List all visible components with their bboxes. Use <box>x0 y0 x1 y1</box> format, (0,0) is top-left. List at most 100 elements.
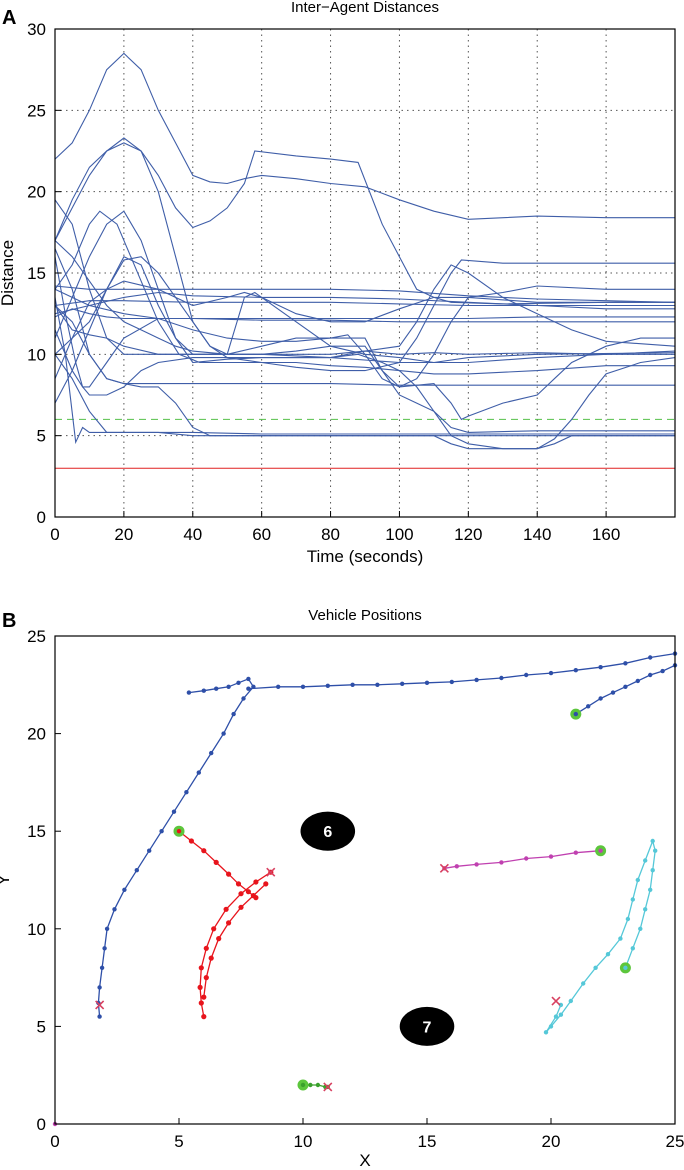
y-tick-label: 30 <box>27 20 46 39</box>
cyan-vehicle-point <box>630 946 635 951</box>
red-vehicle-2-point <box>198 1000 204 1006</box>
y-tick-label: 25 <box>27 101 46 120</box>
blue-vehicle-3-point <box>598 696 603 701</box>
blue-vehicle-1-end-marker <box>95 1000 105 1010</box>
blue-vehicle-1-point <box>214 686 219 691</box>
cyan-vehicle-path <box>545 838 656 1033</box>
panel-b-letter: B <box>2 610 16 632</box>
x-tick-label: 160 <box>592 525 620 544</box>
blue-vehicle-1-point <box>147 848 152 853</box>
red-vehicle-2-point <box>198 965 204 971</box>
series-d17 <box>54 255 675 404</box>
red-vehicle-1-point <box>201 848 207 854</box>
blue-vehicle-2-point <box>598 665 603 670</box>
chart-a-y-ticks: 0 5 10 15 20 25 30 <box>27 20 61 527</box>
chart-a-thresholds <box>55 418 675 469</box>
cyan-vehicle-start-dot <box>623 965 628 971</box>
cyan-vehicle-point <box>635 877 640 883</box>
blue-vehicle-1-point <box>209 750 214 756</box>
blue-vehicle-2-point <box>350 682 355 687</box>
series-d8 <box>54 285 676 303</box>
series-d15 <box>54 280 675 379</box>
blue-vehicle-1-point <box>186 690 192 695</box>
red-vehicle-3-path <box>203 883 267 998</box>
red-vehicle-3-point <box>226 920 232 926</box>
magenta-vehicle-path <box>444 850 601 869</box>
cyan-vehicle-point <box>648 887 653 892</box>
chart-b-x-label: X <box>359 1151 370 1170</box>
cyan-vehicle-point <box>638 926 643 931</box>
y-tick-label: 20 <box>27 725 46 744</box>
obstacle-6 <box>300 811 356 851</box>
y-tick-label: 5 <box>37 427 46 446</box>
x-tick-label: 20 <box>114 525 133 544</box>
blue-vehicle-2-point <box>548 670 554 676</box>
red-vehicle-3-point <box>201 994 207 1000</box>
blue-vehicle-1-point <box>112 907 117 912</box>
x-tick-label: 25 <box>666 1132 684 1151</box>
red-vehicle-1-point <box>188 838 194 844</box>
series-d16 <box>54 291 676 364</box>
red-vehicle-2-point <box>238 891 244 897</box>
chart-b-trajectories <box>52 651 678 1127</box>
y-tick-label: 0 <box>37 508 46 527</box>
series-d22 <box>54 316 675 388</box>
series-d11 <box>54 308 675 323</box>
red-vehicle-3-point <box>208 955 214 961</box>
red-vehicle-3-point <box>216 936 222 942</box>
blue-vehicle-1-point <box>221 731 226 736</box>
cyan-vehicle-point <box>625 916 631 922</box>
chart-a-frame <box>54 28 676 518</box>
magenta-vehicle-end-marker <box>439 863 449 873</box>
obstacle-7 <box>399 1006 455 1046</box>
cyan-vehicle-point <box>593 965 598 970</box>
cyan-vehicle-point <box>650 868 655 873</box>
x-tick-label: 20 <box>542 1132 561 1151</box>
red-vehicle-2-point <box>197 984 203 991</box>
cyan-vehicle-point <box>643 907 648 912</box>
y-tick-label: 20 <box>27 183 46 202</box>
blue-vehicle-2-point <box>424 680 430 685</box>
cyan-vehicle-point <box>618 936 623 941</box>
magenta-vehicle-point <box>454 864 459 869</box>
y-tick-label: 15 <box>27 264 46 283</box>
blue-vehicle-2-point <box>474 677 479 683</box>
red-vehicle-2-point <box>203 945 209 951</box>
blue-vehicle-2-point <box>325 683 330 688</box>
red-vehicle-3-point <box>263 881 269 887</box>
blue-vehicle-1-point <box>246 676 251 682</box>
chart-a-x-label: Time (seconds) <box>307 547 424 566</box>
blue-vehicle-3-path <box>575 664 676 715</box>
cyan-vehicle-point <box>605 952 611 957</box>
series-d3 <box>54 142 675 355</box>
y-tick-label: 15 <box>27 822 46 841</box>
series-d1 <box>54 52 675 220</box>
blue-vehicle-3-point <box>610 690 616 695</box>
y-tick-label: 10 <box>27 345 46 364</box>
x-tick-label: 140 <box>523 525 551 544</box>
obstacle-label: 7 <box>423 1019 432 1036</box>
x-tick-label: 40 <box>183 525 202 544</box>
magenta-vehicle-point <box>548 854 554 859</box>
magenta-vehicle-point <box>499 860 504 865</box>
magenta-vehicle-point <box>573 850 578 855</box>
magenta-vehicle-point <box>474 862 479 867</box>
blue-vehicle-1-point <box>236 680 241 685</box>
blue-vehicle-1-point <box>201 688 206 693</box>
blue-vehicle-2-point <box>499 675 504 681</box>
red-vehicle-2-point <box>223 906 229 912</box>
series-d19 <box>54 240 675 421</box>
red-vehicle-3-point <box>250 893 256 899</box>
x-tick-label: 60 <box>252 525 271 544</box>
red-vehicle-1-point <box>245 889 251 895</box>
blue-vehicle-1-point <box>104 926 110 931</box>
blue-vehicle-1-point <box>241 696 246 701</box>
blue-vehicle-1-point <box>97 1014 102 1019</box>
y-tick-label: 5 <box>37 1017 46 1036</box>
chart-b-obstacles: 67 <box>300 811 455 1046</box>
series-d12 <box>54 288 676 450</box>
x-tick-label: 5 <box>174 1132 183 1151</box>
red-vehicle-1-point <box>226 871 232 877</box>
red-vehicle-3-point <box>238 904 244 910</box>
red-vehicle-2-point <box>211 926 217 932</box>
